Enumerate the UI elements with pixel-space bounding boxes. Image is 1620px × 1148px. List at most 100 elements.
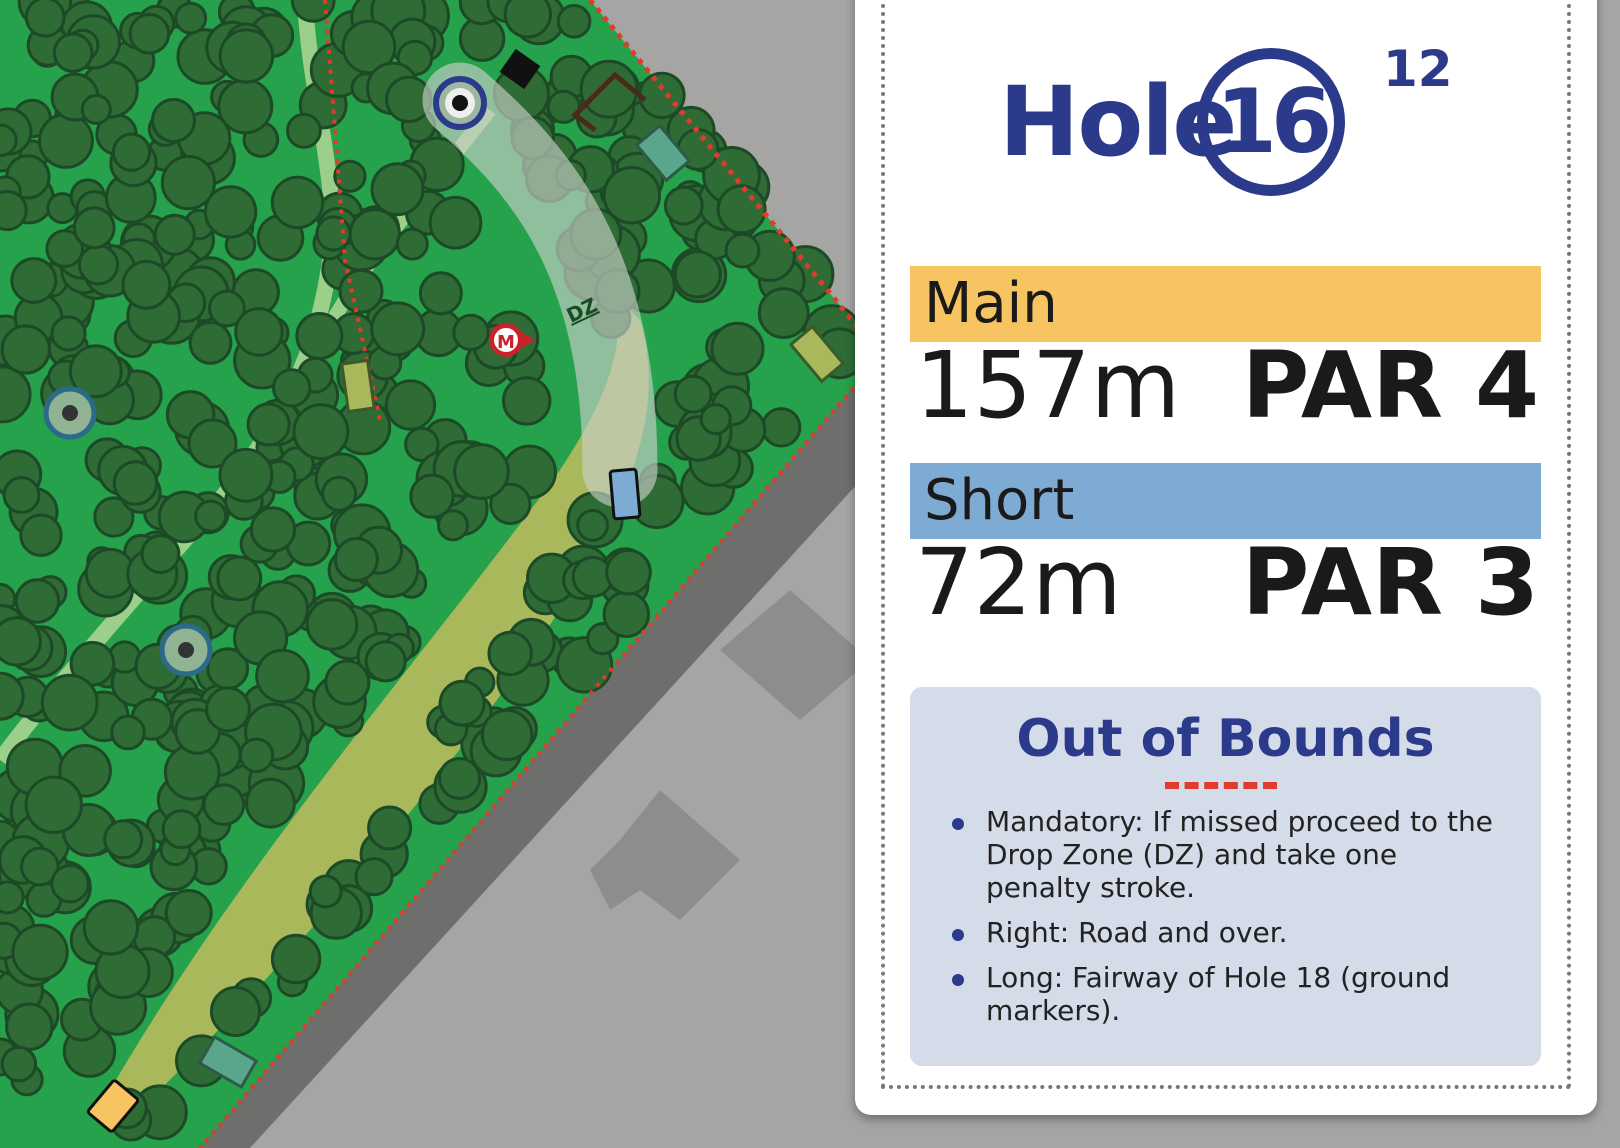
- tree: [270, 933, 322, 985]
- tree: [286, 112, 322, 149]
- tree: [364, 640, 407, 683]
- tree: [0, 671, 25, 721]
- tree: [605, 548, 652, 596]
- basket-icon: [159, 623, 213, 677]
- tree: [384, 379, 437, 431]
- tree: [45, 229, 84, 268]
- tree: [40, 673, 99, 732]
- tree: [80, 93, 112, 125]
- tree: [308, 874, 343, 909]
- tree: [315, 215, 352, 252]
- tree: [338, 268, 384, 314]
- tree: [112, 460, 159, 506]
- tree: [11, 923, 69, 981]
- main-fairway: [422, 62, 658, 508]
- tree: [757, 287, 810, 339]
- tree: [404, 426, 440, 463]
- tree: [487, 630, 533, 677]
- tree: [72, 206, 116, 250]
- tee-pad-icon: [86, 1079, 140, 1133]
- tree: [20, 846, 60, 887]
- tree: [37, 112, 94, 169]
- tee-main-distance: 157m: [915, 332, 1181, 439]
- tree: [249, 506, 297, 553]
- tree: [324, 659, 371, 706]
- oob-title: Out of Bounds: [1016, 709, 1435, 769]
- tree: [238, 737, 275, 773]
- tree: [576, 509, 609, 542]
- tree: [245, 777, 296, 829]
- tree: [140, 534, 181, 574]
- tree: [710, 321, 765, 376]
- tree: [579, 59, 639, 119]
- tree: [370, 162, 425, 217]
- ob-line: [588, 0, 862, 332]
- tree: [208, 289, 246, 328]
- tree: [103, 819, 144, 860]
- tree: [164, 889, 213, 937]
- tree: [205, 686, 251, 733]
- tree: [333, 159, 367, 193]
- oob-rule: Long: Fairway of Hole 18 (ground markers…: [952, 961, 1506, 1027]
- tree: [210, 986, 261, 1037]
- structure: [499, 48, 541, 90]
- tree: [453, 443, 510, 500]
- tree: [673, 374, 713, 414]
- tree: [716, 184, 767, 235]
- tree: [5, 1002, 54, 1051]
- hole-info-card: Hole 16 12 Main 157m PAR 4 Short 72m PAR…: [855, 0, 1597, 1115]
- oob-rule: Mandatory: If missed proceed to the Drop…: [952, 805, 1506, 904]
- tee-main-label: Main: [910, 266, 1541, 342]
- tree: [216, 555, 263, 602]
- tree: [19, 513, 63, 557]
- tee-pad-icon: [197, 1034, 259, 1090]
- tree: [10, 257, 58, 304]
- tree: [663, 185, 704, 226]
- tree: [480, 708, 534, 762]
- card-border: [881, 0, 1571, 1089]
- mandatory-icon: M: [489, 323, 535, 357]
- hole-number: 16: [1215, 70, 1332, 173]
- tree: [50, 864, 90, 904]
- tree: [556, 3, 592, 39]
- tee-main-par: PAR 4: [1241, 332, 1539, 439]
- ob-line-legend-icon: [1165, 782, 1277, 789]
- basket-icon: [433, 76, 487, 130]
- tee-main-stats: 157m PAR 4: [915, 336, 1539, 436]
- tee-short-distance: 72m: [915, 529, 1122, 636]
- tree: [128, 13, 171, 55]
- tree: [0, 1045, 38, 1083]
- tree: [341, 19, 397, 75]
- oob-rule: Right: Road and over.: [952, 916, 1506, 949]
- tree: [333, 537, 379, 582]
- ob-line: [323, 0, 382, 421]
- tree: [272, 368, 312, 408]
- tree: [110, 714, 146, 751]
- tree: [452, 313, 490, 352]
- tree: [14, 578, 61, 624]
- tree: [52, 32, 94, 73]
- tree: [321, 475, 358, 512]
- tree: [151, 98, 196, 143]
- tree: [0, 123, 18, 157]
- tree: [2, 476, 41, 514]
- tee-short-stats: 72m PAR 3: [915, 533, 1539, 633]
- tree: [218, 447, 274, 503]
- tree: [82, 899, 140, 956]
- tree: [24, 775, 83, 834]
- tree: [188, 321, 233, 365]
- tree: [438, 679, 486, 727]
- tree: [202, 783, 246, 827]
- tree: [602, 590, 650, 638]
- tree: [194, 499, 228, 533]
- tree: [0, 189, 28, 232]
- tree: [395, 227, 429, 261]
- ob-line: [198, 378, 862, 1148]
- tree: [0, 616, 42, 667]
- tee-short-label: Short: [910, 463, 1541, 539]
- trees: [0, 0, 866, 1142]
- tree: [724, 232, 761, 269]
- tree: [160, 155, 216, 211]
- tee-pad-icon: [608, 467, 642, 521]
- tree: [638, 71, 686, 120]
